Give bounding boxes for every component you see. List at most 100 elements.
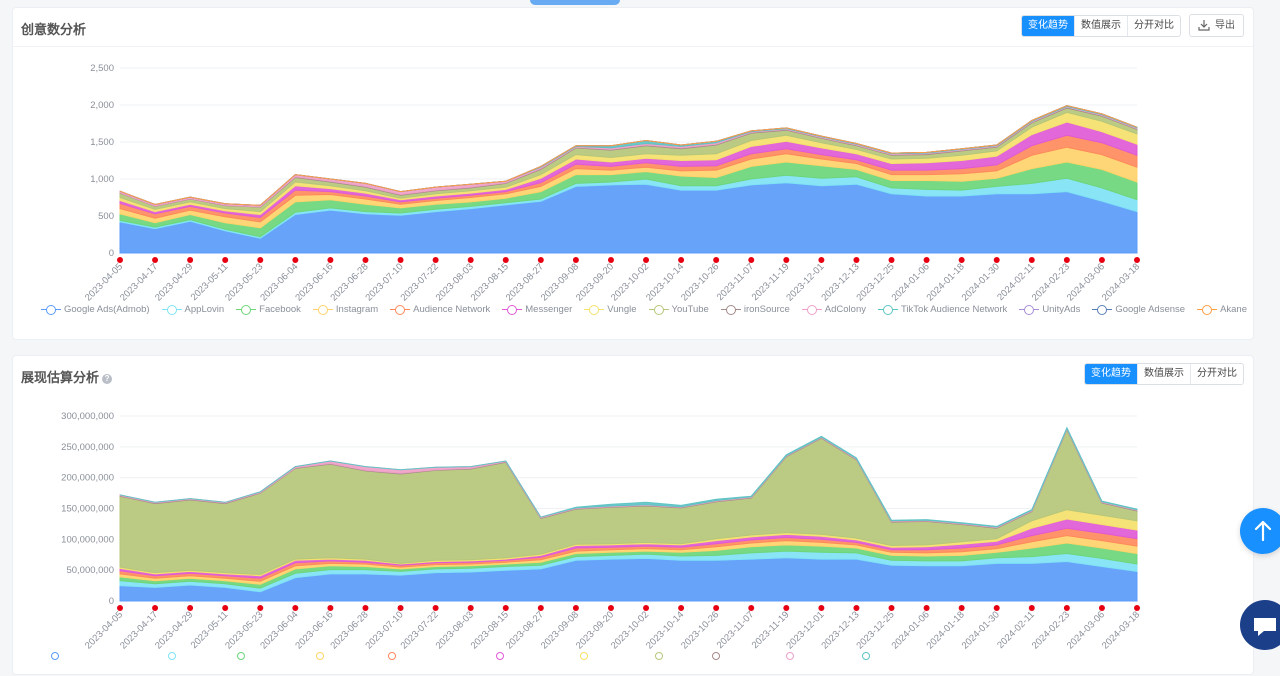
creative-count-chart: 05001,0001,5002,0002,5002023-04-052023-0… <box>83 63 1142 303</box>
legend-item[interactable]: Vungle <box>584 304 637 315</box>
x-tick-marker <box>117 257 123 263</box>
legend-label: Instagram <box>335 304 379 315</box>
x-tick-marker <box>1098 257 1105 263</box>
x-tick-marker <box>853 605 860 611</box>
legend-item[interactable]: Google Ads(Admob) <box>41 304 150 315</box>
legend-swatch <box>236 304 257 315</box>
x-tick-marker <box>292 605 299 611</box>
legend-swatch <box>41 304 61 315</box>
x-tick-marker <box>117 605 123 611</box>
legend-marker[interactable] <box>51 652 59 660</box>
x-tick-marker <box>993 605 1000 611</box>
chart-legend: Google Ads(Admob) AppLovin Facebook Instagr… <box>41 304 1247 315</box>
legend-swatch <box>648 304 669 315</box>
question-icon[interactable]: ? <box>102 374 113 384</box>
area-series-13[interactable] <box>119 105 1138 206</box>
legend-item[interactable]: YouTube <box>648 304 709 315</box>
legend-item[interactable]: Google Adsense <box>1092 304 1185 315</box>
x-tick-marker <box>783 257 790 263</box>
panel-title-text: 展现估算分析 <box>21 370 100 385</box>
legend-item[interactable]: AdColony <box>801 304 866 315</box>
legend-swatch <box>312 304 333 315</box>
x-tick-marker <box>257 605 264 611</box>
x-tick-marker <box>327 257 334 263</box>
export-button[interactable]: 导出 <box>1189 14 1244 37</box>
legend-item[interactable]: AppLovin <box>161 304 225 315</box>
legend-item[interactable]: Messenger <box>502 304 572 315</box>
legend-item[interactable]: Facebook <box>236 304 301 315</box>
x-tick-marker <box>327 605 334 611</box>
x-tick-marker <box>713 257 720 263</box>
impression-estimate-chart: 0 50,000,000 100,000,000 150,000,000 200,000… <box>61 411 1142 651</box>
legend-marker[interactable] <box>496 652 504 660</box>
view-mode-0-button[interactable]: 变化趋势 <box>1022 16 1074 36</box>
y-tick-label: 1,500 <box>90 137 114 148</box>
x-tick-label: 2023-10-26 <box>679 609 721 651</box>
x-tick-marker <box>748 257 755 263</box>
x-tick-marker <box>678 257 685 263</box>
x-tick-marker <box>187 257 194 263</box>
legend-swatch <box>1019 304 1040 315</box>
view-mode-1-button[interactable]: 数值展示 <box>1137 364 1190 384</box>
x-tick-marker <box>572 605 579 611</box>
legend-marker[interactable] <box>712 652 720 660</box>
legend-marker[interactable] <box>237 652 245 660</box>
view-mode-0-button[interactable]: 变化趋势 <box>1085 364 1137 384</box>
y-tick-label: 150,000,000 <box>61 504 114 515</box>
legend-item[interactable]: UnityAds <box>1019 304 1080 315</box>
x-tick-marker <box>853 257 860 263</box>
chat-button[interactable] <box>1240 600 1280 650</box>
legend-label: AppLovin <box>184 304 225 315</box>
legend-swatch <box>502 304 523 315</box>
top-active-tab-indicator <box>530 0 620 5</box>
back-to-top-button[interactable] <box>1240 508 1280 554</box>
legend-label: ironSource <box>743 304 790 315</box>
area-series-10[interactable] <box>119 426 1138 528</box>
legend-marker[interactable] <box>655 652 663 660</box>
y-tick-label: 0 <box>109 248 114 259</box>
x-tick-marker <box>818 605 825 611</box>
legend-swatch <box>584 304 605 315</box>
legend-item[interactable]: TikTok Audience Network <box>878 304 1007 315</box>
x-tick-marker <box>678 605 685 611</box>
legend-marker[interactable] <box>580 652 588 660</box>
view-mode-2-button[interactable]: 分开对比 <box>1190 364 1243 384</box>
x-tick-marker <box>537 257 544 263</box>
legend-marker[interactable] <box>316 652 324 660</box>
x-tick-marker <box>467 605 474 611</box>
x-tick-label: 2024-01-30 <box>960 261 1002 303</box>
view-mode-1-button[interactable]: 数值展示 <box>1074 16 1127 36</box>
x-tick-marker <box>467 257 474 263</box>
legend-item[interactable]: ironSource <box>720 304 790 315</box>
x-tick-marker <box>643 605 650 611</box>
y-tick-label: 2,500 <box>90 63 114 74</box>
panel-title: 创意数分析 <box>21 22 87 37</box>
legend-label: UnityAds <box>1042 304 1081 315</box>
legend-marker[interactable] <box>388 652 396 660</box>
x-tick-marker <box>1028 605 1035 611</box>
legend-swatch <box>801 304 822 315</box>
x-tick-marker <box>993 257 1000 263</box>
export-label: 导出 <box>1215 20 1235 31</box>
legend-marker[interactable] <box>786 652 794 660</box>
legend-item[interactable]: Akane <box>1197 304 1247 315</box>
arrow-up-icon <box>1254 520 1272 542</box>
legend-item[interactable]: Audience Network <box>390 304 490 315</box>
x-tick-marker <box>152 257 159 263</box>
chat-bubble-icon <box>1254 618 1276 636</box>
legend-item[interactable]: Instagram <box>312 304 379 315</box>
legend-marker[interactable] <box>862 652 870 660</box>
x-tick-marker <box>1063 257 1070 263</box>
x-tick-marker <box>607 257 614 263</box>
x-tick-marker <box>362 257 369 263</box>
legend-swatch <box>1197 304 1218 315</box>
x-tick-marker <box>397 257 404 263</box>
legend-label: Audience Network <box>413 304 491 315</box>
x-tick-marker <box>502 605 509 611</box>
x-tick-label: 2024-03-18 <box>1100 609 1142 651</box>
legend-marker[interactable] <box>168 652 176 660</box>
view-mode-2-button[interactable]: 分开对比 <box>1127 16 1180 36</box>
x-tick-marker <box>1063 605 1070 611</box>
panel-title: 展现估算分析? <box>21 367 113 386</box>
x-tick-marker <box>152 605 159 611</box>
